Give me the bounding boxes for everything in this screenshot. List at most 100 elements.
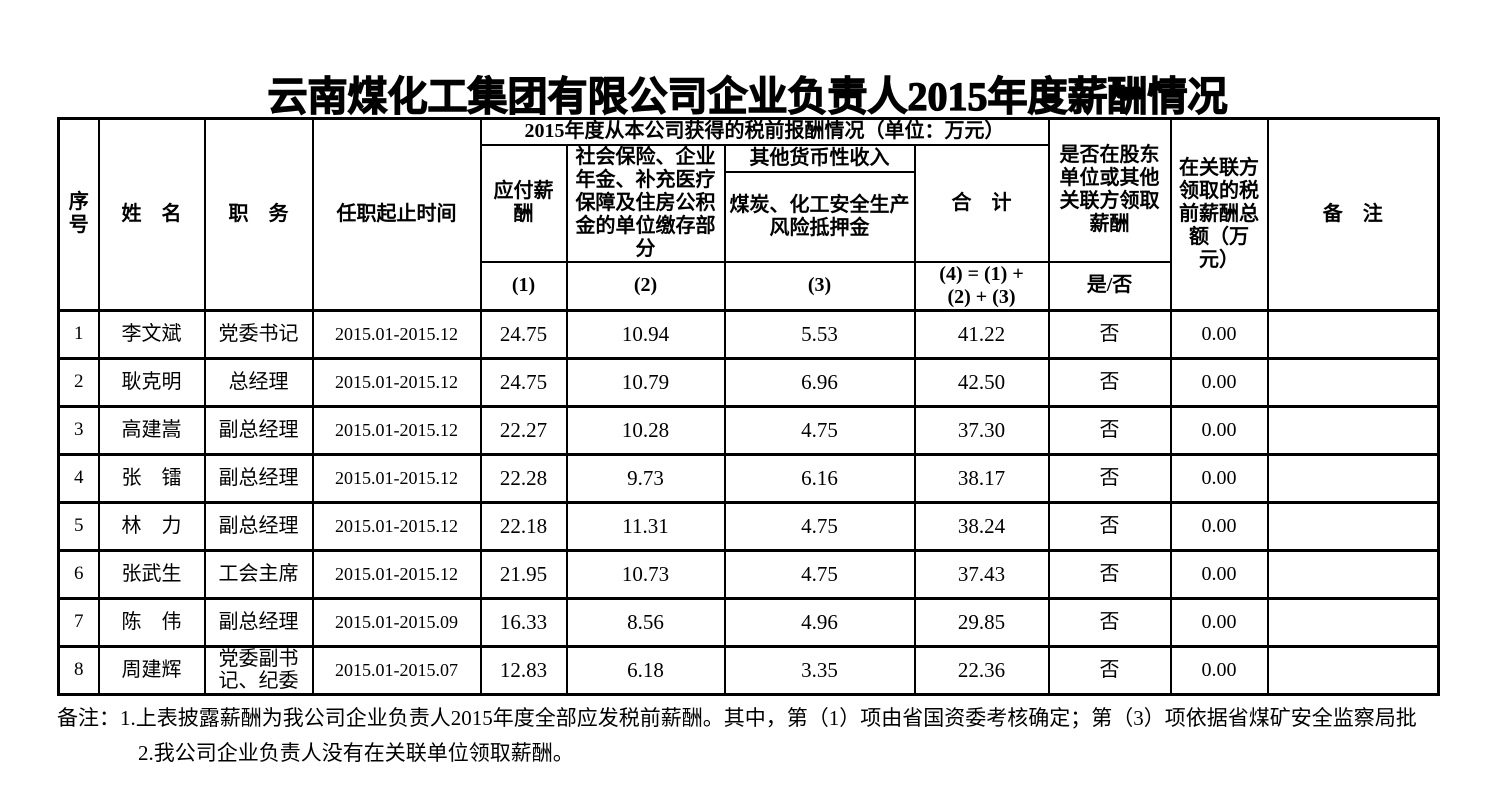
header-sub-3: (3) — [723, 260, 916, 311]
cell-payable: 21.95 — [479, 548, 568, 599]
footnote-line-1: 备注：1.上表披露薪酬为我公司企业负责人2015年度全部应发税前薪酬。其中，第（… — [57, 701, 1417, 736]
header-pretax-band: 2015年度从本公司获得的税前报酬情况（单位：万元） — [479, 117, 1050, 146]
table-row: 5 林 力 副总经理 2015.01-2015.12 22.18 11.31 4… — [57, 500, 1440, 551]
cell-tenure: 2015.01-2015.09 — [311, 596, 482, 647]
cell-index: 1 — [57, 308, 100, 359]
cell-index: 4 — [57, 452, 100, 503]
cell-total: 37.43 — [913, 548, 1050, 599]
cell-position: 副总经理 — [203, 500, 314, 551]
cell-payable: 24.75 — [479, 356, 568, 407]
cell-related-amount: 0.00 — [1169, 596, 1269, 647]
cell-remark — [1266, 452, 1440, 503]
cell-total: 42.50 — [913, 356, 1050, 407]
header-tenure: 任职起止时间 — [311, 117, 482, 311]
cell-payable: 22.27 — [479, 404, 568, 455]
table-row: 6 张武生 工会主席 2015.01-2015.12 21.95 10.73 4… — [57, 548, 1440, 599]
cell-position: 党委副书记、纪委 — [203, 644, 314, 695]
table-body: 1 李文斌 党委书记 2015.01-2015.12 24.75 10.94 5… — [57, 308, 1440, 695]
cell-name: 耿克明 — [97, 356, 206, 407]
cell-related-amount: 0.00 — [1169, 356, 1269, 407]
cell-remark — [1266, 596, 1440, 647]
cell-total: 22.36 — [913, 644, 1050, 695]
table-header: 序号 姓 名 职 务 任职起止时间 2015年度从本公司获得的税前报酬情况（单位… — [57, 117, 1440, 311]
cell-total: 37.30 — [913, 404, 1050, 455]
cell-remark — [1266, 404, 1440, 455]
cell-related: 否 — [1047, 596, 1172, 647]
cell-tenure: 2015.01-2015.12 — [311, 452, 482, 503]
header-sub-1: (1) — [479, 260, 568, 311]
header-remark: 备 注 — [1266, 117, 1440, 311]
cell-social: 6.18 — [565, 644, 726, 695]
cell-remark — [1266, 308, 1440, 359]
cell-related-amount: 0.00 — [1169, 452, 1269, 503]
cell-payable: 22.28 — [479, 452, 568, 503]
cell-tenure: 2015.01-2015.12 — [311, 356, 482, 407]
cell-other-income: 3.35 — [723, 644, 916, 695]
cell-index: 5 — [57, 500, 100, 551]
footnote-text-1: 1.上表披露薪酬为我公司企业负责人2015年度全部应发税前薪酬。其中，第（1）项… — [120, 706, 1417, 730]
cell-index: 8 — [57, 644, 100, 695]
cell-payable: 24.75 — [479, 308, 568, 359]
salary-table: 序号 姓 名 职 务 任职起止时间 2015年度从本公司获得的税前报酬情况（单位… — [57, 117, 1440, 696]
cell-payable: 22.18 — [479, 500, 568, 551]
cell-other-income: 6.16 — [723, 452, 916, 503]
cell-social: 11.31 — [565, 500, 726, 551]
cell-total: 41.22 — [913, 308, 1050, 359]
cell-name: 高建嵩 — [97, 404, 206, 455]
cell-related-amount: 0.00 — [1169, 548, 1269, 599]
page-title: 云南煤化工集团有限公司企业负责人2015年度薪酬情况 — [267, 73, 1228, 119]
cell-remark — [1266, 356, 1440, 407]
cell-other-income: 4.75 — [723, 500, 916, 551]
cell-related-amount: 0.00 — [1169, 644, 1269, 695]
cell-related-amount: 0.00 — [1169, 500, 1269, 551]
cell-related: 否 — [1047, 356, 1172, 407]
cell-payable: 12.83 — [479, 644, 568, 695]
cell-position: 副总经理 — [203, 452, 314, 503]
cell-position: 总经理 — [203, 356, 314, 407]
cell-index: 7 — [57, 596, 100, 647]
cell-position: 工会主席 — [203, 548, 314, 599]
cell-tenure: 2015.01-2015.12 — [311, 500, 482, 551]
cell-total: 29.85 — [913, 596, 1050, 647]
footnote-line-2: 2.我公司企业负责人没有在关联单位领取薪酬。 — [138, 741, 574, 765]
cell-tenure: 2015.01-2015.12 — [311, 404, 482, 455]
cell-related: 否 — [1047, 548, 1172, 599]
cell-other-income: 4.96 — [723, 596, 916, 647]
cell-tenure: 2015.01-2015.07 — [311, 644, 482, 695]
table-row: 1 李文斌 党委书记 2015.01-2015.12 24.75 10.94 5… — [57, 308, 1440, 359]
header-other-income-detail: 煤炭、化工安全生产风险抵押金 — [723, 170, 916, 263]
cell-related: 否 — [1047, 452, 1172, 503]
header-yes-no: 是/否 — [1047, 260, 1172, 311]
cell-related: 否 — [1047, 308, 1172, 359]
cell-tenure: 2015.01-2015.12 — [311, 308, 482, 359]
header-name: 姓 名 — [97, 117, 206, 311]
cell-social: 8.56 — [565, 596, 726, 647]
cell-related: 否 — [1047, 644, 1172, 695]
cell-remark — [1266, 548, 1440, 599]
header-payable: 应付薪酬 — [479, 143, 568, 263]
cell-name: 张武生 — [97, 548, 206, 599]
cell-total: 38.17 — [913, 452, 1050, 503]
header-related-party-amount: 在关联方领取的税前薪酬总额（万元） — [1169, 117, 1269, 311]
cell-payable: 16.33 — [479, 596, 568, 647]
cell-remark — [1266, 644, 1440, 695]
header-sub-4-formula: (4) = (1) + (2) + (3) — [913, 260, 1050, 311]
cell-position: 党委书记 — [203, 308, 314, 359]
cell-position: 副总经理 — [203, 404, 314, 455]
table-row: 8 周建辉 党委副书记、纪委 2015.01-2015.07 12.83 6.1… — [57, 644, 1440, 695]
cell-social: 10.28 — [565, 404, 726, 455]
cell-name: 林 力 — [97, 500, 206, 551]
cell-name: 陈 伟 — [97, 596, 206, 647]
table-row: 7 陈 伟 副总经理 2015.01-2015.09 16.33 8.56 4.… — [57, 596, 1440, 647]
cell-social: 9.73 — [565, 452, 726, 503]
cell-name: 李文斌 — [97, 308, 206, 359]
cell-social: 10.79 — [565, 356, 726, 407]
table-row: 3 高建嵩 副总经理 2015.01-2015.12 22.27 10.28 4… — [57, 404, 1440, 455]
header-related-party-question: 是否在股东单位或其他关联方领取薪酬 — [1047, 117, 1172, 263]
cell-index: 6 — [57, 548, 100, 599]
cell-related-amount: 0.00 — [1169, 404, 1269, 455]
cell-tenure: 2015.01-2015.12 — [311, 548, 482, 599]
cell-social: 10.94 — [565, 308, 726, 359]
cell-name: 张 镭 — [97, 452, 206, 503]
